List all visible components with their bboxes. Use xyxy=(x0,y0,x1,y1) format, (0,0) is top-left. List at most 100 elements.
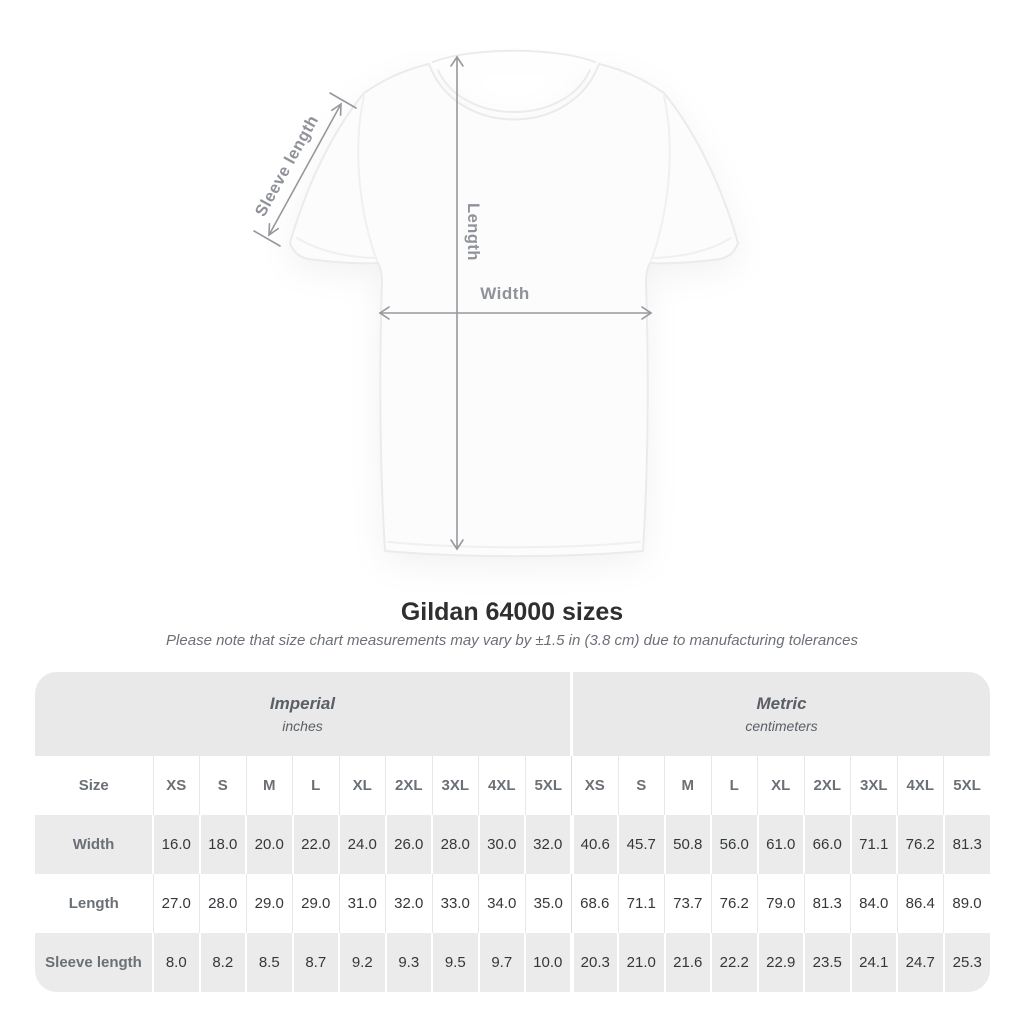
sleeve-length-arrow xyxy=(253,92,357,247)
cell-metric-4xl-width: 76.2 xyxy=(896,815,944,874)
size-header-imperial-4xl: 4XL xyxy=(478,756,525,815)
arrowhead-upper-icon xyxy=(331,102,342,116)
cell-imperial-3xl-width: 28.0 xyxy=(431,815,479,874)
measurement-row-sleeve-length: Sleeve length 8.0 8.2 8.5 8.7 9.2 9.3 9.5 9.7 10.… xyxy=(35,933,990,992)
imperial-header: Imperial inches xyxy=(35,672,572,756)
size-header-imperial-m: M xyxy=(245,756,293,815)
cell-imperial-2xl-length: 32.0 xyxy=(385,874,432,933)
size-header-imperial-xs: XS xyxy=(152,756,200,815)
arrowhead-down-icon xyxy=(450,539,464,551)
size-header-imperial-5xl: 5XL xyxy=(524,756,572,815)
arrowhead-left-icon xyxy=(378,306,390,320)
cell-metric-4xl-length: 86.4 xyxy=(896,874,944,933)
size-header-imperial-xl: XL xyxy=(338,756,386,815)
length-label: Length xyxy=(464,203,482,261)
cell-imperial-5xl-length: 35.0 xyxy=(524,874,572,933)
size-header-row: Size XS S M L XL 2XL 3XL 4XL 5XL XS S M L XL 2XL 3XL 4XL… xyxy=(35,756,990,815)
size-header-metric-xl: XL xyxy=(757,756,804,815)
cell-metric-s-sleeve-length: 21.0 xyxy=(617,933,665,992)
cell-metric-l-sleeve-length: 22.2 xyxy=(710,933,758,992)
left-armhole-seam xyxy=(357,95,378,262)
arrowhead-lower-icon xyxy=(268,223,279,237)
size-column-header: Size xyxy=(35,756,153,815)
cell-imperial-m-width: 20.0 xyxy=(245,815,293,874)
size-header-imperial-3xl: 3XL xyxy=(431,756,479,815)
cell-imperial-s-width: 18.0 xyxy=(198,815,246,874)
cell-imperial-l-sleeve-length: 8.7 xyxy=(291,933,339,992)
size-header-imperial-s: S xyxy=(199,756,246,815)
width-label: Width xyxy=(480,284,530,303)
size-header-metric-s: S xyxy=(617,756,665,815)
page-title: Gildan 64000 sizes xyxy=(400,598,624,626)
cell-metric-m-width: 50.8 xyxy=(663,815,711,874)
cell-metric-xl-width: 61.0 xyxy=(756,815,804,874)
imperial-title: Imperial xyxy=(269,694,336,714)
collar-band-line xyxy=(437,69,591,113)
row-label-length: Length xyxy=(68,895,119,912)
tshirt-measurement-diagram: Length Width Sleeve length xyxy=(252,49,739,558)
cell-metric-5xl-sleeve-length: 25.3 xyxy=(942,933,990,992)
cell-imperial-2xl-width: 26.0 xyxy=(384,815,432,874)
cell-metric-2xl-width: 66.0 xyxy=(803,815,851,874)
cell-metric-2xl-length: 81.3 xyxy=(803,874,851,933)
cell-metric-xs-width: 40.6 xyxy=(569,815,618,874)
arrowhead-right-icon xyxy=(641,306,653,320)
cell-metric-l-width: 56.0 xyxy=(710,815,758,874)
cell-imperial-m-sleeve-length: 8.5 xyxy=(245,933,293,992)
back-collar-line xyxy=(432,49,596,63)
metric-unit: centimeters xyxy=(745,717,818,734)
size-header-metric-4xl: 4XL xyxy=(896,756,944,815)
size-table-grid: Imperial inches Metric centimeters Size … xyxy=(35,672,990,992)
cell-imperial-xs-length: 27.0 xyxy=(152,874,200,933)
cell-metric-2xl-sleeve-length: 23.5 xyxy=(803,933,851,992)
cell-metric-3xl-width: 71.1 xyxy=(849,815,897,874)
bottom-hem-seam xyxy=(387,541,641,549)
cell-metric-m-sleeve-length: 21.6 xyxy=(663,933,711,992)
cell-imperial-5xl-sleeve-length: 10.0 xyxy=(524,933,572,992)
lower-end-tick xyxy=(253,230,281,247)
cell-imperial-3xl-sleeve-length: 9.5 xyxy=(431,933,479,992)
cell-imperial-5xl-width: 32.0 xyxy=(524,815,572,874)
right-armhole-seam xyxy=(650,95,671,262)
cell-imperial-xl-width: 24.0 xyxy=(338,815,386,874)
size-table: Imperial inches Metric centimeters Size … xyxy=(35,672,990,992)
cell-imperial-2xl-sleeve-length: 9.3 xyxy=(384,933,432,992)
arrowhead-up-icon xyxy=(450,55,464,67)
cell-imperial-4xl-sleeve-length: 9.7 xyxy=(477,933,525,992)
size-header-metric-2xl: 2XL xyxy=(803,756,851,815)
cell-metric-4xl-sleeve-length: 24.7 xyxy=(896,933,944,992)
cell-metric-xl-length: 79.0 xyxy=(757,874,804,933)
cell-metric-5xl-width: 81.3 xyxy=(942,815,990,874)
size-header-metric-xs: XS xyxy=(571,756,618,815)
cell-imperial-xl-sleeve-length: 9.2 xyxy=(338,933,386,992)
metric-title: Metric xyxy=(756,694,807,714)
cell-imperial-l-width: 22.0 xyxy=(291,815,339,874)
size-header-metric-3xl: 3XL xyxy=(850,756,897,815)
size-header-metric-m: M xyxy=(664,756,711,815)
cell-imperial-s-sleeve-length: 8.2 xyxy=(198,933,246,992)
cell-metric-s-width: 45.7 xyxy=(617,815,665,874)
cell-metric-xs-length: 68.6 xyxy=(571,874,618,933)
left-sleeve-hem-seam xyxy=(296,237,375,259)
cell-metric-xs-sleeve-length: 20.3 xyxy=(569,933,618,992)
cell-metric-5xl-length: 89.0 xyxy=(943,874,990,933)
cell-metric-m-length: 73.7 xyxy=(664,874,711,933)
tshirt-body xyxy=(289,63,739,558)
units-header-row: Imperial inches Metric centimeters xyxy=(35,672,990,756)
cell-metric-3xl-sleeve-length: 24.1 xyxy=(849,933,897,992)
cell-imperial-xs-sleeve-length: 8.0 xyxy=(152,933,200,992)
width-arrow xyxy=(378,306,653,320)
upper-end-tick xyxy=(329,92,357,109)
measurement-row-length: Length 27.0 28.0 29.0 29.0 31.0 32.0 33.0 34.0 35… xyxy=(35,874,990,933)
tolerance-note: Please note that size chart measurements… xyxy=(166,632,858,649)
cell-imperial-s-length: 28.0 xyxy=(199,874,246,933)
cell-imperial-m-length: 29.0 xyxy=(245,874,293,933)
row-label-sleeve-length: Sleeve length xyxy=(45,954,142,971)
cell-imperial-xl-length: 31.0 xyxy=(338,874,386,933)
cell-metric-l-length: 76.2 xyxy=(710,874,758,933)
measurement-row-width: Width 16.0 18.0 20.0 22.0 24.0 26.0 28.0 30.0 32.… xyxy=(35,815,990,874)
row-label-width: Width xyxy=(72,836,115,853)
cell-imperial-l-length: 29.0 xyxy=(292,874,339,933)
cell-imperial-4xl-length: 34.0 xyxy=(478,874,525,933)
